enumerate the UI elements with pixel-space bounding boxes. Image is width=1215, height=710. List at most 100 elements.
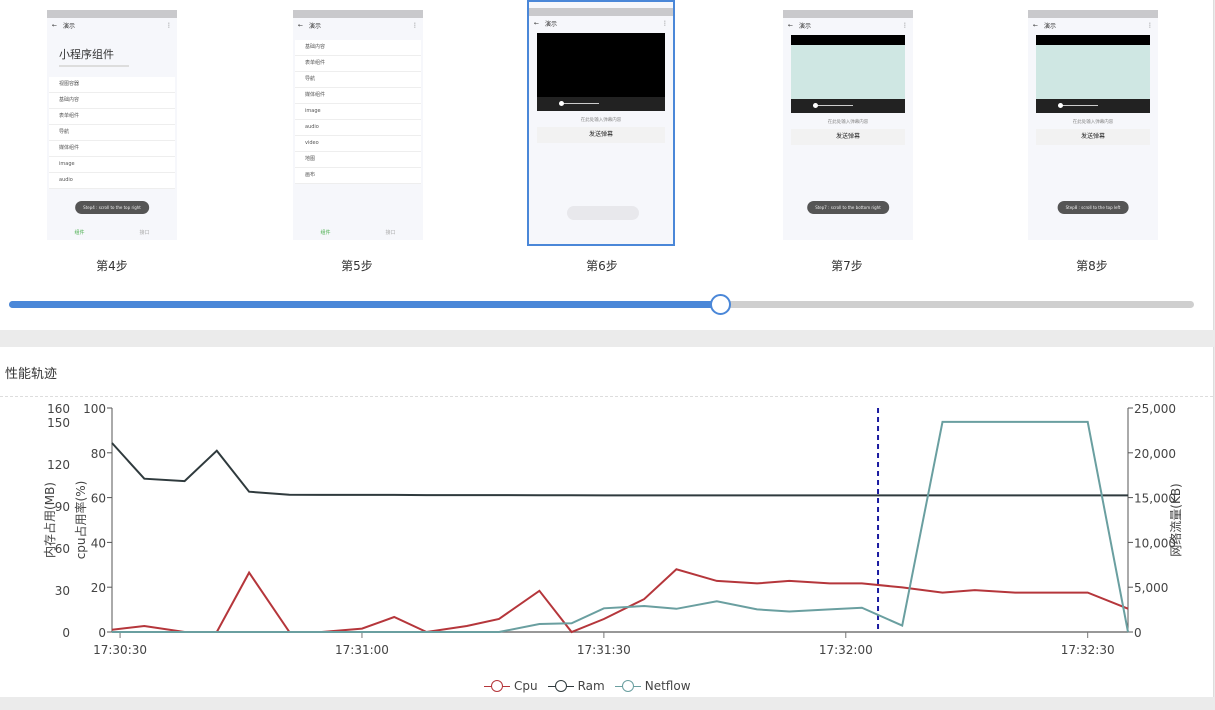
list-item: 媒体组件 [49, 141, 175, 157]
step-thumbnail[interactable]: ← 演示 ⋮ 在此处输入弹幕内容发送弹幕 Step7 : scroll to the b… [783, 10, 913, 240]
list-item: 地图 [295, 152, 421, 168]
danmaku-input: 在此处输入弹幕内容 [580, 118, 622, 123]
x-tick-label: 17:32:30 [1061, 643, 1115, 657]
video-frame [791, 45, 905, 99]
ram-tick-label: 30 [55, 584, 70, 598]
list-item: 媒体组件 [295, 88, 421, 104]
back-arrow-icon: ← [298, 21, 304, 29]
list-item: 基础内容 [295, 40, 421, 56]
panel-title: 性能轨迹 [5, 367, 58, 382]
app-header: ← 演示 ⋮ [47, 18, 177, 32]
step-thumbnail[interactable]: ← 演示 ⋮ 基础内容 表单组件 导航 媒体组件 image audio video 地图 画布 组件 接… [293, 10, 423, 240]
video-frame [1036, 45, 1150, 99]
cpu-tick-label: 100 [83, 402, 106, 416]
list-item: 表单组件 [295, 56, 421, 72]
back-arrow-icon: ← [534, 19, 540, 27]
net-tick-label: 10,000 [1134, 536, 1176, 550]
chart-legend: Cpu Ram Netflow [484, 679, 691, 693]
video-controls [537, 97, 665, 111]
legend-item-netflow[interactable]: Netflow [614, 679, 691, 693]
ram-axis-title: 内存占用(MB) [42, 482, 57, 558]
net-tick-label: 0 [1134, 626, 1142, 640]
step-label[interactable]: 第4步 [96, 259, 128, 273]
list-item: 画布 [295, 168, 421, 184]
cpu-tick-label: 60 [91, 492, 106, 506]
header-title: 演示 [63, 22, 76, 30]
send-danmaku-button: 发送弹幕 [791, 129, 905, 145]
status-bar [529, 8, 673, 16]
series-line-cpu [111, 568, 1129, 634]
header-title: 演示 [309, 22, 322, 30]
video-controls [1036, 99, 1150, 113]
status-bar [1028, 10, 1158, 18]
cpu-tick-label: 40 [91, 536, 106, 550]
cpu-tick-label: 0 [98, 626, 106, 640]
x-tick-label: 17:30:30 [93, 643, 147, 657]
slider-fill [9, 301, 720, 308]
back-arrow-icon: ← [52, 21, 58, 29]
step-label[interactable]: 第8步 [1076, 259, 1108, 273]
app-header: ← 演示 ⋮ [529, 16, 673, 30]
step-label[interactable]: 第5步 [341, 259, 373, 273]
list-item: video [295, 136, 421, 152]
step-replay-panel: ← 演示 ⋮ 小程序组件 视图容器 基础内容 表单组件 导航 媒体组件 image audio Ste… [0, 0, 1214, 330]
x-tick-label: 17:32:00 [819, 643, 873, 657]
step-label[interactable]: 第6步 [586, 259, 618, 273]
step-thumbnail[interactable]: ← 演示 ⋮ 在此处输入弹幕内容 发送弹幕 [527, 0, 675, 246]
step-slider[interactable] [9, 294, 1194, 315]
legend-item-ram[interactable]: Ram [547, 679, 605, 693]
tab-api: 接口 [139, 230, 150, 236]
app-header: ← 演示 ⋮ [293, 18, 423, 32]
step-toast: Step8 : scroll to the top left [1057, 201, 1129, 214]
step-label[interactable]: 第7步 [831, 259, 863, 273]
legend-label: Cpu [514, 679, 538, 693]
legend-item-cpu[interactable]: Cpu [484, 679, 538, 693]
ram-tick-label: 150 [47, 416, 70, 430]
legend-marker-icon [547, 680, 574, 692]
more-icon: ⋮ [902, 21, 908, 29]
ram-tick-label: 160 [47, 402, 70, 416]
net-tick-label: 5,000 [1134, 581, 1168, 595]
more-icon: ⋮ [166, 21, 172, 29]
video-player [791, 35, 905, 113]
video-controls [791, 99, 905, 113]
header-title: 演示 [545, 20, 558, 28]
step-thumbnail[interactable]: ← 演示 ⋮ 小程序组件 视图容器 基础内容 表单组件 导航 媒体组件 image audio Ste… [47, 10, 177, 240]
back-arrow-icon: ← [1033, 21, 1039, 29]
more-icon: ⋮ [412, 21, 418, 29]
app-header: ← 演示 ⋮ [1028, 18, 1158, 32]
tab-components: 组件 [74, 230, 85, 236]
danmaku-input: 在此处输入弹幕内容 [827, 120, 869, 125]
list-item: 导航 [49, 125, 175, 141]
back-arrow-icon: ← [788, 21, 794, 29]
legend-marker-icon [614, 680, 641, 692]
ram-tick-label: 120 [47, 458, 70, 472]
divider [0, 396, 1213, 397]
subtitle-line [59, 65, 129, 67]
header-title: 演示 [799, 22, 812, 30]
step-toast: Step7 : scroll to the bottom right [807, 201, 889, 214]
video-player [537, 33, 665, 111]
step-toast: Step4 : scroll to the top right [75, 201, 149, 214]
ram-tick-label: 60 [55, 542, 70, 556]
legend-label: Ram [577, 679, 605, 693]
ram-tick-label: 90 [55, 500, 70, 514]
status-bar [783, 10, 913, 18]
step-thumbnail[interactable]: ← 演示 ⋮ 在此处输入弹幕内容 发送弹幕 Step8 : scroll to the t… [1028, 10, 1158, 240]
x-tick-label: 17:31:00 [335, 643, 389, 657]
series-line-ram [111, 442, 1128, 497]
net-tick-label: 25,000 [1134, 402, 1176, 416]
x-tick-label: 17:31:30 [577, 643, 631, 657]
list-item: 导航 [295, 72, 421, 88]
video-player [1036, 35, 1150, 113]
list-item: 表单组件 [49, 109, 175, 125]
cpu-tick-label: 80 [91, 447, 106, 461]
legend-marker-icon [484, 680, 510, 692]
cpu-axis-title: cpu占用率(%) [73, 481, 88, 560]
slider-handle[interactable] [710, 294, 731, 315]
net-tick-label: 15,000 [1134, 492, 1176, 506]
series-line-netflow [112, 420, 1129, 633]
list-item: audio [49, 173, 175, 189]
performance-panel: 性能轨迹 0 20 40 60 80 100 0 30 60 90 120 150 160 0 5,000 1… [0, 347, 1214, 697]
